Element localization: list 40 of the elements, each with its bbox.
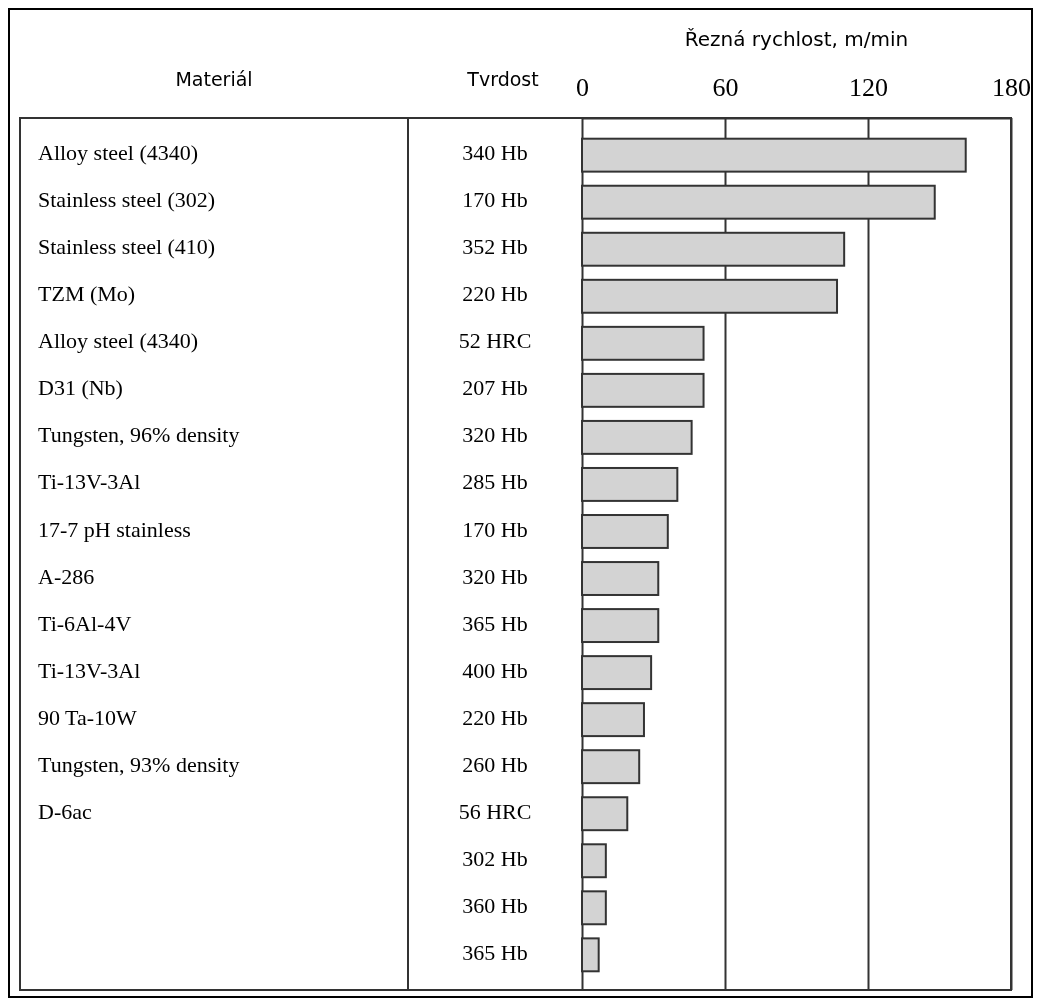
x2-tick-label: 180 [992, 73, 1031, 102]
y-tick-label: 90 Ta-10W [38, 704, 138, 730]
y-tick-label: 17-7 pH stainless [38, 516, 191, 542]
y-tick-label: Alloy steel (4340) [38, 328, 199, 354]
y-tick-label: TZM (Mo) [38, 281, 136, 307]
x2-tick-label: 60 [712, 73, 739, 102]
y2-tick-label: 56 HRC [458, 798, 532, 824]
y-axis-title: Materiál [175, 68, 253, 90]
y-tick-label: Ti-13V-3Al [38, 657, 141, 683]
y-tick-label: Ti-6Al-4V [38, 610, 132, 636]
y2-tick-label: 365 Hb [462, 610, 528, 636]
y2-tick-label: 207 Hb [462, 375, 528, 401]
y-tick-label: Tungsten, 96% density [38, 422, 240, 448]
y2-tick-label: 340 Hb [462, 140, 528, 166]
y2-tick-label: 352 Hb [462, 234, 528, 260]
y2-tick-label: 170 Hb [462, 516, 528, 542]
y2-tick-label: 260 Hb [462, 751, 528, 777]
y-tick-label: Ti-13V-3Al [38, 469, 141, 495]
y2-tick-label: 302 Hb [462, 845, 528, 871]
x2-tick-label: 0 [576, 73, 589, 102]
y2-tick-label: 220 Hb [462, 704, 528, 730]
y-tick-label: Stainless steel (302) [38, 187, 216, 213]
y2-tick-label: 320 Hb [462, 422, 528, 448]
y2-tick-label: 170 Hb [462, 187, 528, 213]
y-tick-label: D31 (Nb) [38, 375, 123, 401]
y2-axis-title: Tvrdost [466, 68, 539, 90]
y2-tick-label: 52 HRC [458, 328, 532, 354]
x2-axis-title: Řezná rychlost, m/min [684, 27, 909, 51]
y2-tick-label: 400 Hb [462, 657, 528, 683]
y-tick-label: Alloy steel (4340) [38, 140, 199, 166]
y2-tick-label: 285 Hb [462, 469, 528, 495]
y-tick-label: D-6ac [38, 798, 92, 824]
y2-tick-label: 365 Hb [462, 939, 528, 965]
y-tick-label: A-286 [38, 563, 95, 589]
y2-tick-label: 360 Hb [462, 892, 528, 918]
x2-tick-label: 120 [849, 73, 888, 102]
y2-tick-label: 320 Hb [462, 563, 528, 589]
y-tick-label: Tungsten, 93% density [38, 751, 240, 777]
y2-tick-label: 220 Hb [462, 281, 528, 307]
y-tick-label: Stainless steel (410) [38, 234, 216, 260]
